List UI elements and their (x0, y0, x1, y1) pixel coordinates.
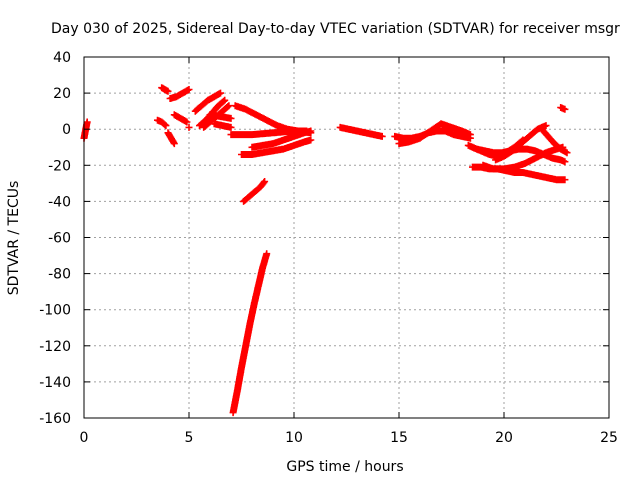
grid (84, 57, 609, 418)
data-point-markers (238, 136, 315, 158)
y-tick-label: -60 (48, 231, 71, 247)
x-tick-label: 25 (600, 430, 618, 446)
data-point-markers (538, 125, 571, 157)
data-series-trace-07 (185, 123, 193, 131)
data-point-markers (191, 89, 224, 115)
data-series-trace-28 (557, 104, 569, 113)
data-series-trace-11 (206, 111, 235, 122)
x-tick-label: 20 (495, 430, 513, 446)
data-series-trace-06 (170, 111, 191, 126)
x-tick-label: 15 (390, 430, 408, 446)
data-point-markers (210, 120, 235, 131)
data-point-markers (185, 123, 193, 131)
x-tick-label: 0 (80, 430, 89, 446)
data-point-markers (469, 136, 527, 160)
data-point-markers (229, 250, 271, 417)
data-series-trace-21 (395, 120, 474, 148)
data-series-trace-16 (248, 127, 315, 151)
y-tick-label: 0 (62, 122, 71, 138)
data-point-markers (170, 111, 191, 126)
y-tick-label: -80 (48, 267, 71, 283)
x-tick-label: 10 (285, 430, 303, 446)
data-point-markers (164, 129, 178, 148)
axis-ticks: 0 5 10 15 20 25 -160 -140 -120 -100 -80 -60 -40 -20 0 2… (39, 50, 618, 446)
chart-title: Day 030 of 2025, Sidereal Day-to-day VTE… (51, 21, 620, 37)
data-series-trace-04 (164, 129, 178, 148)
y-tick-label: -20 (48, 158, 71, 174)
x-axis-label: GPS time / hours (286, 459, 403, 475)
data-series-trace-15 (238, 136, 315, 158)
data-layer (80, 84, 571, 417)
data-series-trace-03 (158, 84, 172, 95)
data-series-trace-19 (336, 123, 386, 140)
data-point-markers (158, 84, 172, 95)
data-point-markers (240, 178, 269, 205)
data-series-trace-12 (210, 120, 235, 131)
data-series-trace-26 (469, 136, 527, 160)
data-series-trace-02 (154, 116, 170, 130)
data-point-markers (557, 104, 569, 113)
y-tick-label: -100 (39, 303, 71, 319)
y-tick-label: -140 (39, 375, 71, 391)
data-series-trace-17 (240, 178, 269, 205)
y-tick-label: -40 (48, 194, 71, 210)
data-point-markers (154, 116, 170, 130)
data-series-trace-05 (166, 86, 193, 102)
y-tick-label: 20 (53, 86, 71, 102)
y-axis-label: SDTVAR / TECUs (6, 181, 22, 296)
data-point-markers (206, 111, 235, 122)
data-series-trace-24 (479, 143, 567, 173)
data-point-markers (248, 127, 315, 151)
y-tick-label: -120 (39, 339, 71, 355)
data-series-trace-18 (229, 250, 271, 417)
data-point-markers (479, 143, 567, 173)
y-tick-label: -160 (39, 411, 71, 427)
x-tick-label: 5 (185, 430, 194, 446)
data-point-markers (336, 123, 386, 140)
data-point-markers (395, 120, 474, 148)
data-point-markers (166, 86, 193, 102)
data-series-trace-27 (538, 125, 571, 157)
data-series-trace-08 (191, 89, 224, 115)
y-tick-label: 40 (53, 50, 71, 66)
